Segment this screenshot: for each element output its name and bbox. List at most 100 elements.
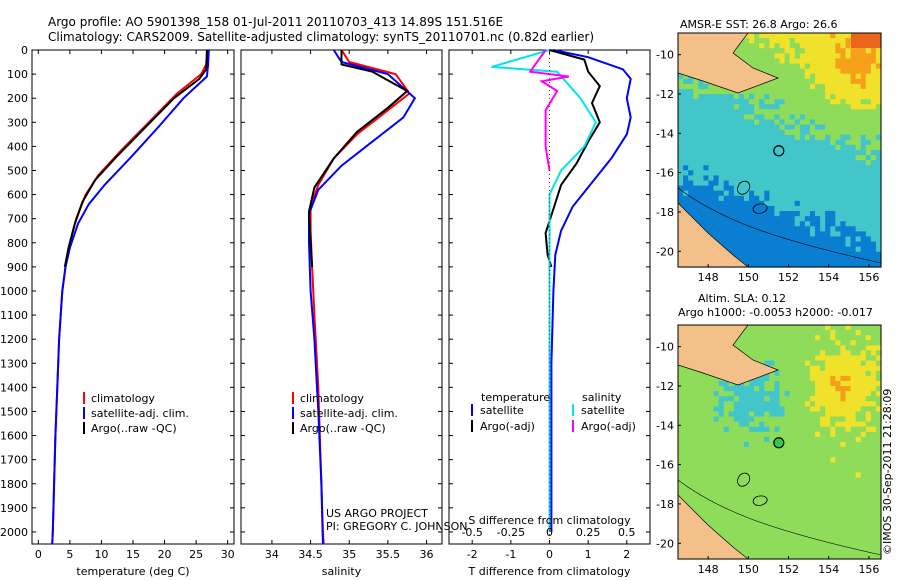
map-cell [809,523,816,530]
map-cell [764,139,770,146]
map-cell [713,216,720,222]
map-cell [799,129,806,136]
map-cell [703,114,710,121]
map-cell [779,246,786,253]
map-cell [815,503,821,509]
map-cell [759,487,765,494]
map-cell [865,482,872,489]
map-cell [713,104,720,110]
map-cell [723,109,730,115]
map-cell [799,58,806,65]
map-cell [875,401,882,407]
map-cell [784,231,791,238]
map-cell [860,457,867,463]
map-cell [820,139,826,146]
map-cell [743,401,750,407]
map-cell [749,487,755,494]
map-cell [799,365,806,372]
map-cell [835,211,841,217]
map-cell [754,53,760,60]
map-cell [769,124,776,131]
map-cell [870,58,877,65]
map-cell [774,518,781,524]
map-cell [723,518,730,524]
map-cell [789,119,796,126]
map-cell [769,88,776,95]
map-cell [764,170,770,177]
map-cell [845,53,852,60]
map-cell [713,421,720,428]
map-cell [875,78,882,85]
map-cell [855,548,862,555]
map-cell [759,533,765,540]
map-cell [698,380,704,387]
map-cell [830,360,836,367]
map-cell [820,553,826,560]
map-cell [743,442,750,448]
map-cell [870,416,877,423]
map-cell [794,518,801,524]
map-cell [698,200,704,207]
map-cell [830,94,836,100]
map-cell [784,360,791,367]
map-cell [764,216,770,222]
map-cell [789,492,796,499]
map-cell [769,129,776,136]
map-cell [825,134,831,141]
map-cell [845,355,852,362]
map-cell [749,99,755,105]
map-cell [708,231,715,238]
map-cell [764,436,770,443]
map-cell [855,472,862,479]
map-cell [683,129,689,136]
map-cell [769,396,776,402]
map-cell [779,477,786,484]
map-cell [759,401,765,407]
map-cell [703,155,710,161]
map-cell [774,216,781,222]
map-cell [860,53,867,60]
map-cell [860,411,867,418]
map-cell [693,503,699,509]
map-cell [779,38,786,44]
map-cell [713,190,720,197]
map-cell [860,261,867,268]
map-cell [875,513,882,519]
map-cell [875,492,882,499]
map-cell [733,340,740,346]
map-cell [693,492,699,499]
map-cell [733,462,740,469]
map-cell [875,129,882,136]
map-cell [774,63,781,70]
map-cell [870,144,877,151]
map-cell [779,447,786,453]
map-cell [759,457,765,463]
map-cell [845,78,852,85]
map-cell [804,175,811,182]
map-cell [789,375,796,382]
map-cell [743,396,750,402]
map-cell [799,391,806,397]
map-cell [784,325,791,331]
map-cell [738,533,745,540]
map-cell [754,528,760,535]
map-cell [845,421,852,428]
map-cell [678,109,684,115]
map-cell [754,508,760,514]
map-cell [799,144,806,151]
map-cell [855,94,862,100]
map-cell [723,94,730,100]
map-cell [749,205,755,212]
map-y-tick-label: -18 [656,498,674,511]
map-cell [688,211,694,217]
map-cell [723,160,730,166]
map-cell [840,190,847,197]
map-cell [733,396,740,402]
map-cell [764,442,770,448]
map-cell [809,205,816,212]
map-cell [759,421,765,428]
map-cell [845,360,852,367]
map-cell [845,33,852,39]
map-cell [794,411,801,418]
map-cell [804,251,811,258]
